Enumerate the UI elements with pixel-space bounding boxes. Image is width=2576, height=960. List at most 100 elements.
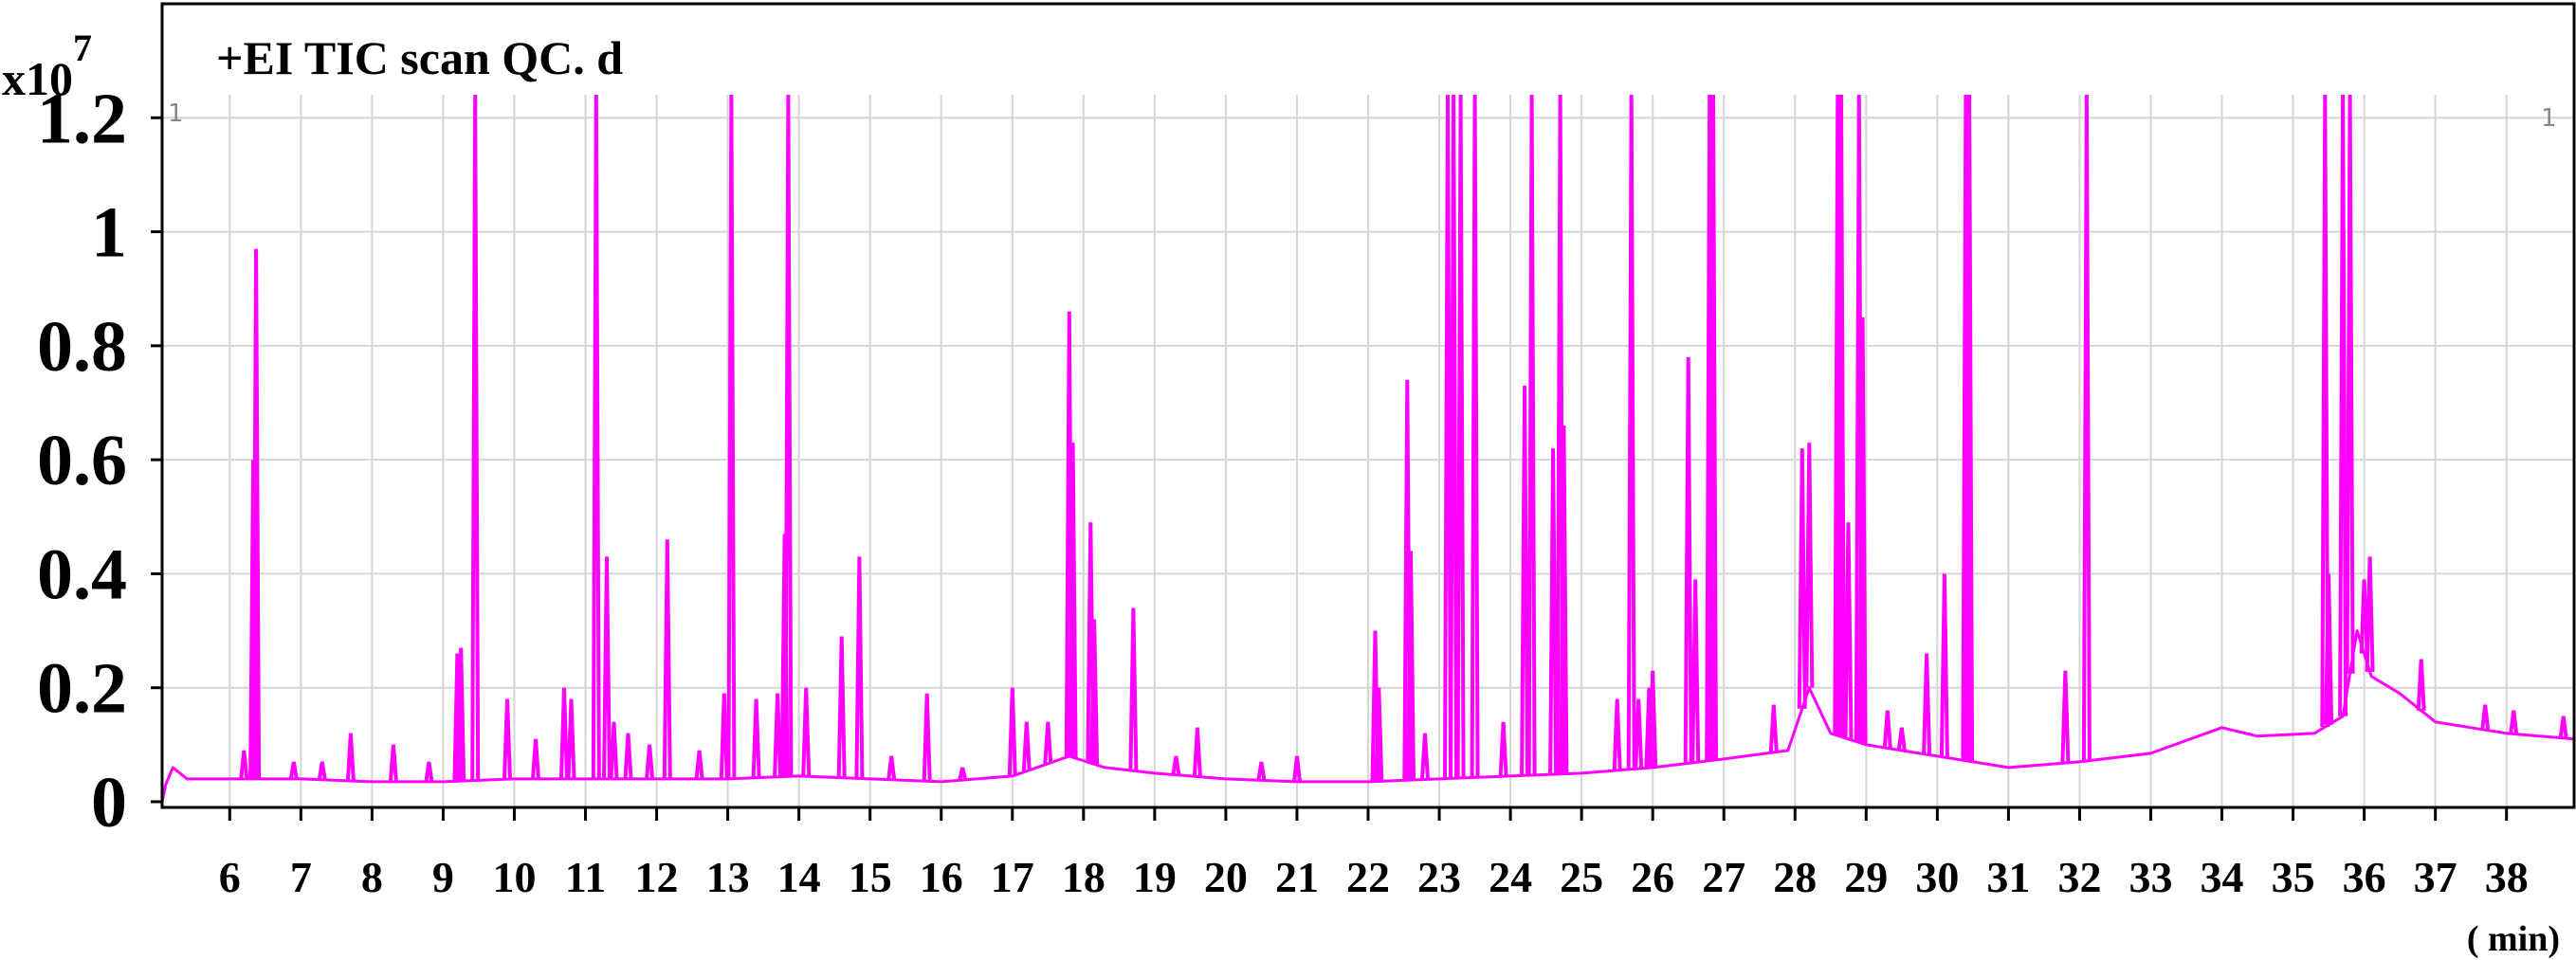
x-tick-label: 14 <box>777 853 821 901</box>
x-tick-label: 22 <box>1346 853 1390 901</box>
x-tick-label: 26 <box>1631 853 1674 901</box>
signal-peak <box>1857 317 1868 744</box>
y-multiplier-exponent: 7 <box>73 27 92 69</box>
signal-peak <box>1964 94 1975 762</box>
signal-peak <box>623 733 633 780</box>
signal-peak <box>317 761 327 781</box>
signal-baseline <box>160 629 2575 803</box>
marker-right: 1 <box>2541 104 2557 133</box>
signal-peak <box>1922 653 1932 755</box>
x-tick-label: 15 <box>849 853 892 901</box>
signal-peak <box>1128 607 1139 771</box>
signal-peak <box>1443 94 1452 779</box>
signal-peak <box>2338 94 2348 716</box>
y-tick-label: 0.6 <box>37 421 127 500</box>
signal-peak <box>2558 715 2568 739</box>
signal-peak <box>801 687 812 777</box>
signal-peak <box>1843 522 1854 739</box>
x-tick-label: 33 <box>2128 853 2172 901</box>
signal-peak <box>2324 573 2334 725</box>
x-tick-label: 32 <box>2057 853 2101 901</box>
marker-left: 1 <box>168 100 184 128</box>
x-tick-label: 28 <box>1773 853 1817 901</box>
signal-peak <box>559 687 569 779</box>
signal-peak <box>1626 94 1636 770</box>
signal-peak <box>2416 659 2426 711</box>
signal-peak <box>1683 356 1693 764</box>
signal-peak <box>2365 556 2375 672</box>
x-tick-label: 24 <box>1489 853 1532 901</box>
signal-peak <box>958 767 968 781</box>
signal-peak <box>424 761 434 783</box>
signal-peak <box>1559 425 1569 774</box>
signal-peak <box>886 755 897 781</box>
y-axis-ticks: 0 0.2 0.4 0.6 0.8 1 1.2 <box>37 79 162 842</box>
y-tick-label: 0 <box>91 763 127 842</box>
signal-peak <box>456 647 466 782</box>
signal-peak <box>2081 94 2092 762</box>
signal-peak <box>1449 94 1459 779</box>
x-axis-unit: ( min) <box>2467 919 2560 959</box>
signal-peak <box>1374 687 1384 782</box>
y-tick-label: 0.4 <box>37 534 127 614</box>
signal-peak <box>531 738 540 780</box>
signal-peak <box>388 744 398 783</box>
signal-peak <box>609 721 619 779</box>
signal-peak <box>1171 755 1181 775</box>
signal-peak <box>602 556 612 779</box>
x-tick-label: 11 <box>565 853 606 901</box>
x-tick-label: 13 <box>706 853 750 901</box>
signal-peak <box>2509 710 2519 734</box>
signal-peak <box>1292 755 1302 783</box>
y-tick-label: 0.2 <box>37 649 127 729</box>
x-tick-label: 20 <box>1204 853 1248 901</box>
signal-peak <box>694 750 704 780</box>
y-tick-label: 0.8 <box>37 307 127 387</box>
gridlines <box>162 95 2574 807</box>
signal-peak <box>1648 670 1658 768</box>
signal-peak <box>1520 385 1530 776</box>
x-tick-label: 18 <box>1062 853 1105 901</box>
signal-peak <box>1256 761 1267 781</box>
x-tick-label: 36 <box>2343 853 2386 901</box>
x-tick-label: 23 <box>1417 853 1461 901</box>
signal-peak <box>1804 443 1815 688</box>
signal-peak <box>288 761 299 780</box>
signal-peak <box>1797 448 1807 709</box>
signal-peak <box>2345 94 2355 674</box>
signal-peak <box>1420 733 1430 780</box>
signal-peak <box>1068 443 1078 758</box>
signal-peak <box>783 94 794 777</box>
x-tick-label: 38 <box>2485 853 2529 901</box>
signal-peak <box>1043 721 1053 764</box>
y-tick-label: 1.2 <box>37 79 127 158</box>
x-tick-label: 21 <box>1275 853 1319 901</box>
signal-peak <box>566 698 576 779</box>
signal-peak <box>922 693 932 782</box>
y-tick-label: 1 <box>91 193 127 273</box>
signal-peak <box>2060 670 2071 764</box>
signal-peak <box>1548 448 1559 775</box>
x-tick-label: 25 <box>1560 853 1603 901</box>
signal-peak <box>591 94 601 779</box>
signal-peak <box>1612 698 1622 770</box>
y-multiplier: x107 <box>2 27 92 105</box>
signal-peak <box>345 733 356 782</box>
x-tick-label: 31 <box>1986 853 2030 901</box>
signal-peak <box>1882 710 1892 749</box>
signal-peak <box>1896 727 1907 752</box>
signal-peak <box>645 744 655 780</box>
signal-peak <box>854 556 865 779</box>
signal-peak <box>239 750 249 780</box>
x-tick-label: 8 <box>361 853 383 901</box>
chart-title: +EI TIC scan QC. d <box>216 31 623 84</box>
signal-peak <box>470 94 481 781</box>
signal-peak <box>726 94 737 779</box>
signal-peak <box>2359 579 2369 654</box>
signal-peak <box>1007 687 1017 776</box>
signal-peak <box>1406 551 1416 781</box>
x-tick-label: 29 <box>1844 853 1888 901</box>
x-tick-label: 16 <box>920 853 963 901</box>
